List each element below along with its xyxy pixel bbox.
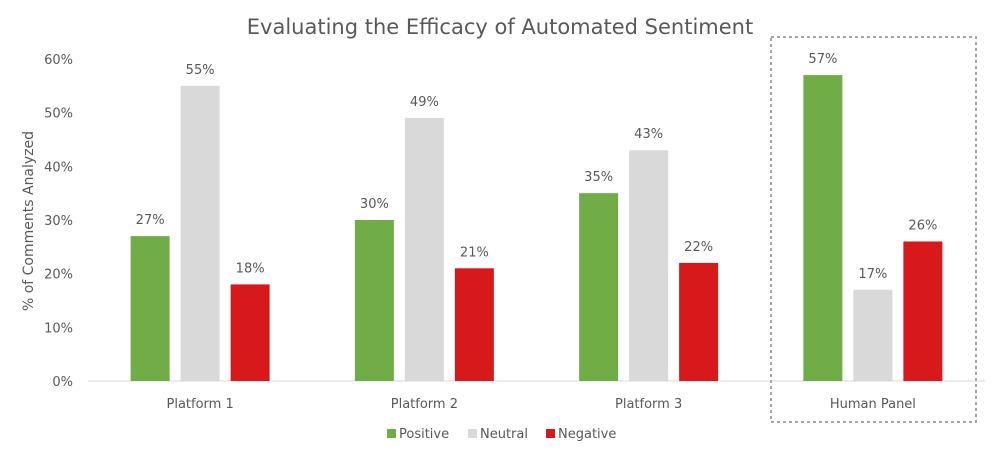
category-label: Human Panel	[830, 397, 916, 412]
bar-positive	[130, 236, 170, 381]
highlight-box	[770, 36, 977, 423]
legend: Positive Neutral Negative	[387, 427, 616, 442]
legend-swatch-neutral	[468, 429, 477, 438]
data-label: 57%	[808, 52, 837, 67]
category-label: Platform 2	[391, 397, 458, 412]
y-tick-label: 10%	[44, 321, 73, 336]
y-tick-label: 40%	[44, 160, 73, 175]
legend-label: Negative	[558, 427, 616, 442]
bar-negative	[454, 268, 494, 381]
category-label: Platform 3	[615, 397, 682, 412]
data-label: 35%	[584, 170, 613, 185]
legend-swatch-negative	[546, 429, 555, 438]
legend-label: Neutral	[480, 427, 528, 442]
legend-label: Positive	[399, 427, 449, 442]
y-axis-ticks: 0% 10% 20% 30% 40% 50% 60%	[44, 53, 73, 390]
bar-negative	[679, 262, 719, 381]
data-label: 43%	[634, 127, 663, 142]
legend-swatch-positive	[387, 429, 396, 438]
data-label: 27%	[136, 213, 165, 228]
bar-positive	[579, 193, 619, 381]
data-label: 21%	[460, 245, 489, 260]
y-tick-label: 20%	[44, 268, 73, 283]
bar-positive	[803, 75, 843, 381]
data-label: 22%	[684, 240, 713, 255]
data-label: 30%	[360, 197, 389, 212]
category-label: Platform 1	[167, 397, 234, 412]
data-label: 49%	[410, 95, 439, 110]
bar-neutral	[180, 85, 220, 381]
data-label: 55%	[186, 63, 215, 78]
bar-neutral	[853, 289, 893, 381]
bar-neutral	[629, 150, 669, 381]
data-labels: 27% 55% 18% 30% 49% 21% 35% 43% 22% 57% 17% 26%	[136, 52, 938, 282]
data-label: 26%	[908, 218, 937, 233]
bar-negative	[903, 241, 943, 381]
bars	[130, 75, 943, 382]
y-axis-label: % of Comments Analyzed	[21, 131, 37, 311]
bar-neutral	[404, 118, 444, 382]
data-label: 17%	[858, 267, 887, 282]
y-tick-label: 30%	[44, 214, 73, 229]
category-labels: Platform 1 Platform 2 Platform 3 Human Pane…	[167, 397, 916, 412]
bar-positive	[354, 220, 394, 381]
y-tick-label: 60%	[44, 53, 73, 68]
y-tick-label: 0%	[52, 375, 73, 390]
bar-negative	[230, 284, 270, 381]
chart-title: Evaluating the Efficacy of Automated Sen…	[247, 15, 753, 39]
data-label: 18%	[236, 261, 265, 276]
y-tick-label: 50%	[44, 107, 73, 122]
